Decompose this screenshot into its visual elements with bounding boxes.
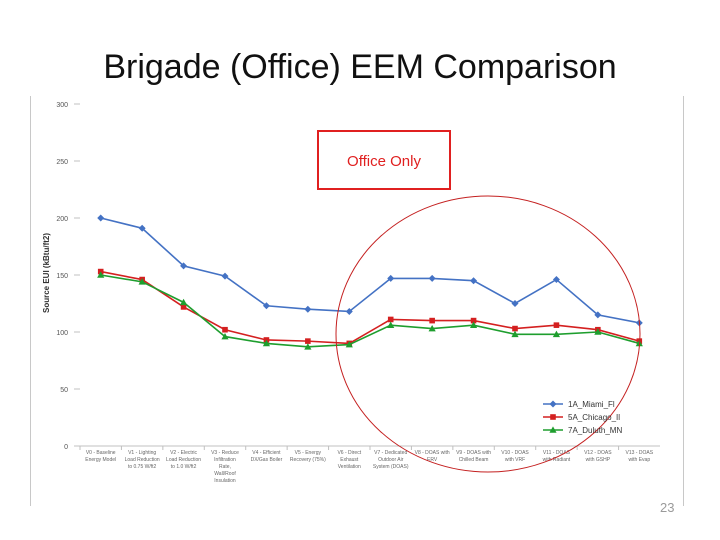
y-tick-label: 50 [60, 387, 68, 394]
data-point-5A_Chicago_Il [180, 304, 187, 310]
data-point-1A_Miami_Fl [304, 305, 312, 313]
slide-title: Brigade (Office) EEM Comparison [103, 48, 617, 86]
legend-label: 7A_Duluth_MN [568, 426, 622, 435]
data-point-7A_Duluth_MN [552, 330, 561, 338]
data-point-1A_Miami_Fl [180, 262, 188, 270]
data-point-1A_Miami_Fl [262, 302, 270, 310]
data-point-1A_Miami_Fl [594, 311, 602, 319]
x-tick-label: V3 - Reduce Infiltration Rate, Wall/Roof Ins… [211, 450, 239, 484]
x-tick-label: V5 - Energy Recovery (75%) [290, 450, 326, 463]
y-axis-label: Source EUI (kBtu/ft2) [42, 233, 51, 313]
series-line-7A_Duluth_MN [100, 274, 640, 348]
data-point-5A_Chicago_Il [553, 322, 560, 328]
series-7A_Duluth_MN [97, 271, 643, 350]
y-tick-label: 300 [56, 102, 68, 109]
data-point-5A_Chicago_Il [429, 317, 435, 324]
legend-marker [550, 414, 556, 420]
data-point-5A_Chicago_Il [470, 317, 477, 324]
annotation-box [317, 130, 451, 190]
data-point-5A_Chicago_Il [512, 325, 518, 332]
data-point-5A_Chicago_Il [222, 326, 228, 333]
legend-label: 1A_Miami_Fl [568, 400, 615, 409]
legend: 1A_Miami_Fl 5A_Chicago_Il 7A_Duluth_MN [543, 400, 622, 435]
data-point-1A_Miami_Fl [552, 276, 560, 284]
legend-label: 5A_Chicago_Il [568, 413, 620, 422]
x-tick-label: V8 - DOAS with ERV [415, 450, 450, 463]
highlight-ellipse [335, 195, 641, 473]
data-point-7A_Duluth_MN [594, 328, 602, 335]
data-point-1A_Miami_Fl [511, 300, 519, 307]
data-point-7A_Duluth_MN [345, 340, 353, 348]
chart-frame [30, 96, 684, 506]
data-point-1A_Miami_Fl [470, 277, 478, 285]
x-tick-label: V12 - DOAS with GSHP [584, 450, 612, 463]
x-tick-label: V4 - Efficient DX/Gas Boiler [251, 450, 283, 463]
data-point-7A_Duluth_MN [469, 321, 478, 328]
x-axis: V0 - Baseline Energy Model V1 - Lighting Lo… [79, 445, 660, 484]
data-point-1A_Miami_Fl [221, 272, 229, 280]
series-line-1A_Miami_Fl [100, 217, 640, 324]
y-tick-label: 250 [56, 159, 68, 166]
data-point-7A_Duluth_MN [387, 321, 395, 328]
page-number: 23 [660, 500, 675, 515]
data-point-7A_Duluth_MN [221, 332, 229, 340]
legend-marker [549, 426, 557, 433]
y-axis: 0 50 100 150 200 250 300 [56, 102, 80, 451]
data-point-7A_Duluth_MN [138, 278, 146, 285]
y-tick-label: 200 [56, 216, 68, 223]
x-tick-label: V11 - DOAS with Radiant [543, 450, 571, 463]
data-point-7A_Duluth_MN [97, 271, 105, 278]
x-tick-label: V7 - Dedicated Outdoor Air System (DOAS) [373, 450, 409, 470]
data-point-1A_Miami_Fl [97, 214, 105, 222]
data-point-7A_Duluth_MN [262, 339, 271, 347]
data-point-7A_Duluth_MN [179, 298, 188, 306]
data-point-1A_Miami_Fl [345, 307, 353, 315]
data-point-5A_Chicago_Il [305, 338, 311, 344]
legend-marker [549, 400, 557, 408]
x-tick-label: V9 - DOAS with Chilled Beam [456, 450, 491, 463]
x-tick-label: V13 - DOAS with Evap [626, 450, 654, 463]
y-tick-label: 100 [56, 330, 68, 337]
x-tick-label: V1 - Lighting Load Reduction to 0.75 W/ft2 [125, 450, 160, 470]
data-point-7A_Duluth_MN [511, 330, 519, 338]
data-point-7A_Duluth_MN [304, 343, 312, 350]
x-tick-label: V10 - DOAS with VRF [501, 450, 529, 463]
x-tick-label: V0 - Baseline Energy Model [85, 450, 116, 463]
data-point-1A_Miami_Fl [428, 274, 436, 282]
x-tick-label: V2 - Electric Load Reduction to 1.0 W/ft2 [166, 450, 201, 470]
y-tick-label: 150 [56, 273, 68, 280]
annotation-office-only: Office Only [347, 153, 421, 170]
y-tick-label: 0 [64, 444, 68, 451]
data-point-1A_Miami_Fl [387, 274, 395, 282]
data-point-7A_Duluth_MN [428, 324, 436, 332]
series-layer [97, 214, 643, 350]
series-1A_Miami_Fl [97, 214, 643, 327]
data-point-5A_Chicago_Il [387, 316, 394, 323]
series-line-5A_Chicago_Il [100, 270, 640, 345]
data-point-1A_Miami_Fl [138, 224, 146, 232]
x-tick-label: V6 - Direct Exhaust Ventilation [337, 450, 361, 470]
